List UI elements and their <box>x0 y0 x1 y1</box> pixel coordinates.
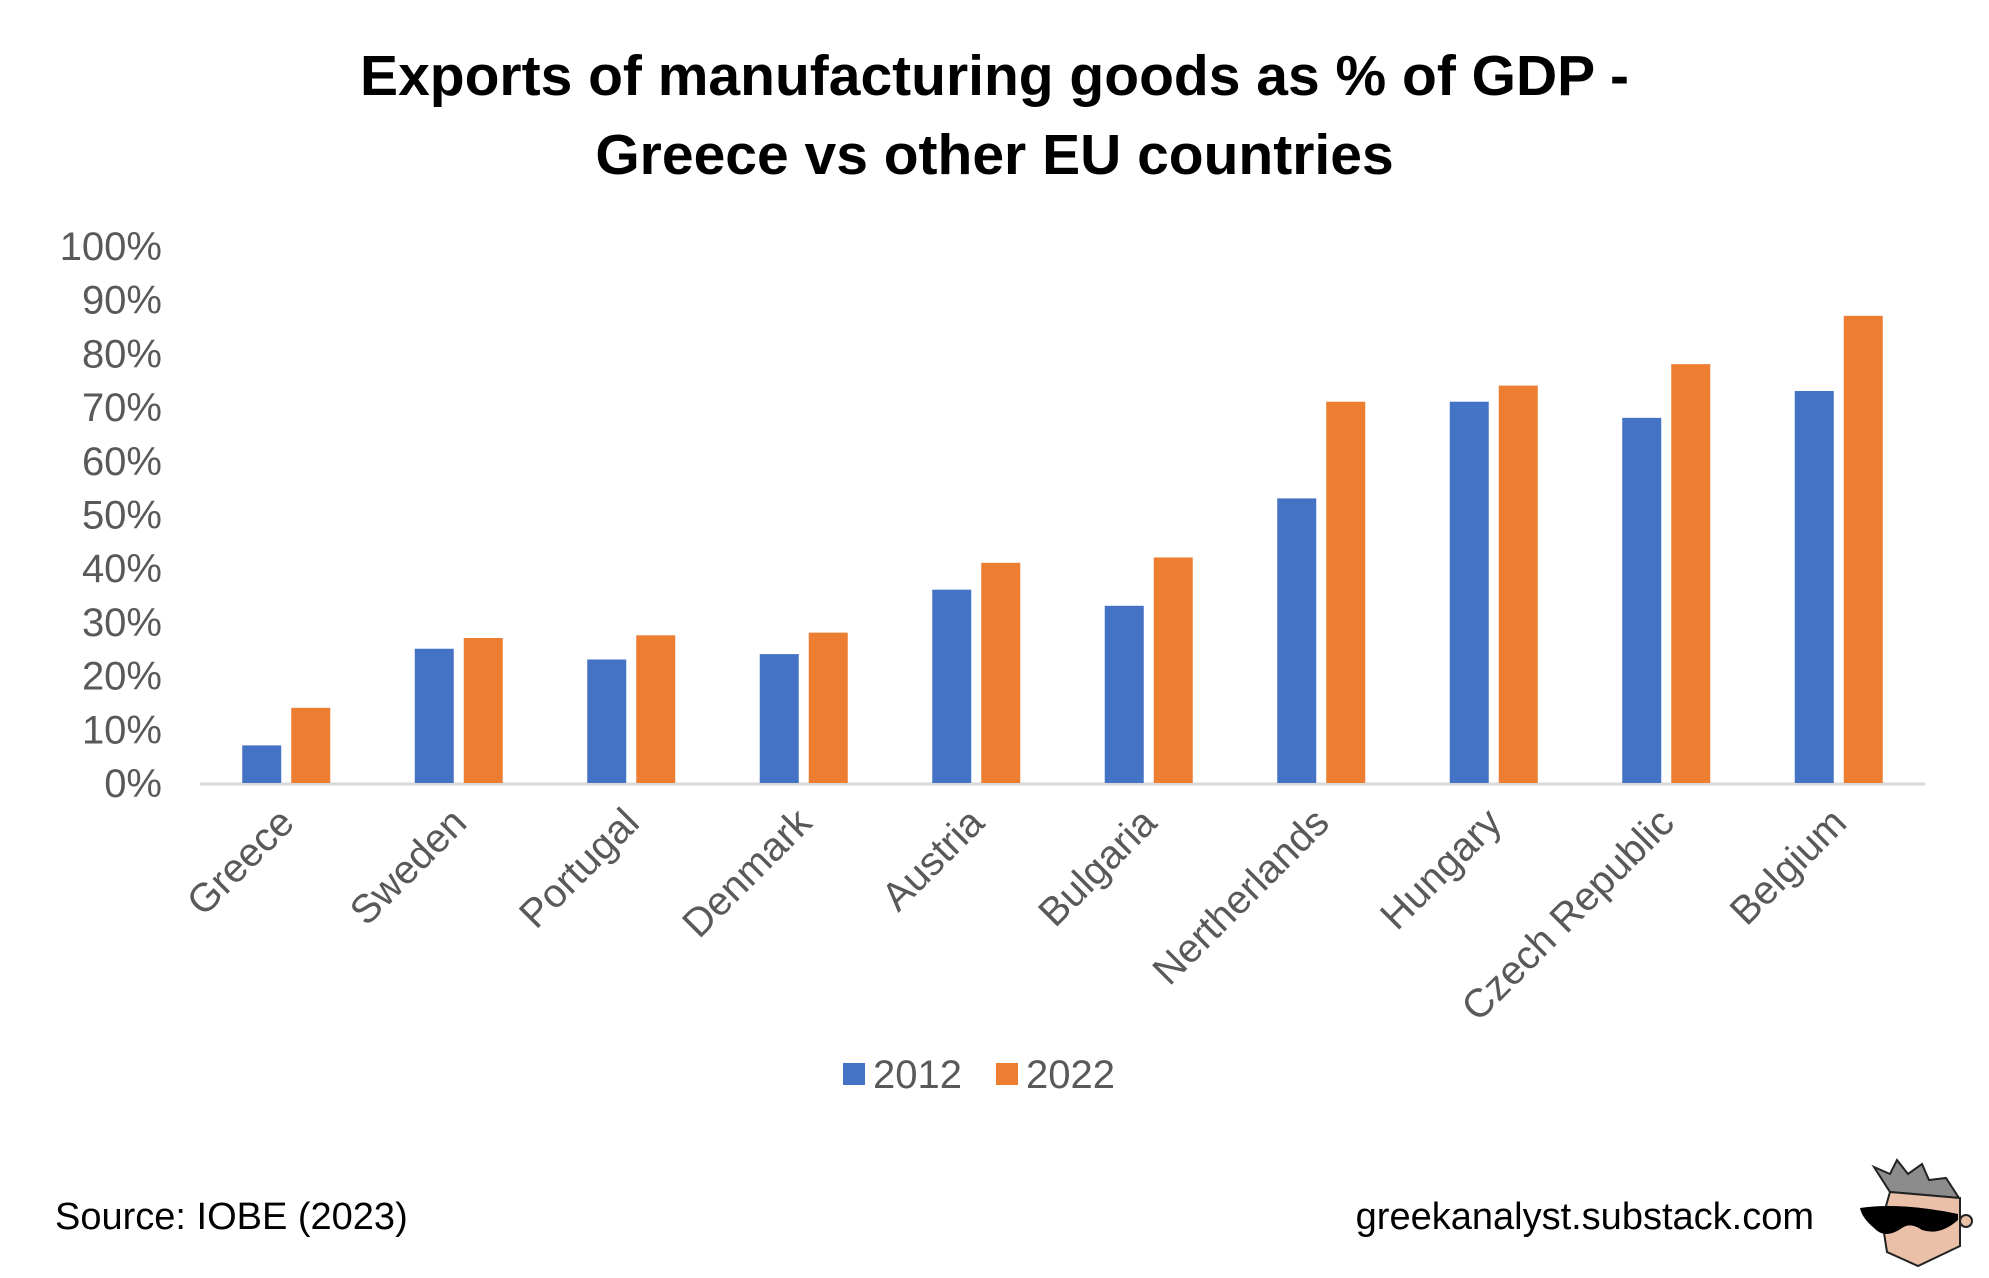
x-tick-label: Portugal <box>511 800 647 936</box>
bar-2012-hungary <box>1449 401 1489 783</box>
x-tick-label: Sweden <box>342 800 475 933</box>
bar-2012-denmark <box>759 654 799 783</box>
bar-2022-hungary <box>1498 385 1538 783</box>
y-tick-label: 20% <box>82 655 162 699</box>
y-tick-label: 50% <box>82 494 162 538</box>
bar-2012-portugal <box>587 659 627 783</box>
bar-2012-nertherlands <box>1277 498 1317 783</box>
bar-2022-sweden <box>463 638 503 783</box>
bar-2022-denmark <box>808 632 848 783</box>
x-tick-label: Nertherlands <box>1145 800 1338 993</box>
source-note: Source: IOBE (2023) <box>55 1196 408 1238</box>
legend-swatch-2022 <box>996 1063 1018 1085</box>
y-tick-label: 70% <box>82 386 162 430</box>
y-tick-label: 40% <box>82 547 162 591</box>
x-tick-label: Belgium <box>1722 800 1855 933</box>
bar-2012-czech-republic <box>1622 417 1662 783</box>
legend-label-2012: 2012 <box>873 1053 962 1097</box>
y-tick-label: 100% <box>60 225 162 269</box>
bar-2022-belgium <box>1843 315 1883 783</box>
chart-title-line-2: Greece vs other EU countries <box>595 123 1394 187</box>
bar-2012-belgium <box>1794 390 1834 783</box>
y-tick-label: 90% <box>82 279 162 323</box>
site-url: greekanalyst.substack.com <box>1355 1196 1814 1238</box>
bar-2022-czech-republic <box>1671 364 1711 783</box>
y-tick-label: 80% <box>82 332 162 376</box>
logo-icon <box>1860 1158 1973 1268</box>
bar-2012-austria <box>932 589 972 783</box>
chart-title-line-1: Exports of manufacturing goods as % of G… <box>360 44 1629 108</box>
bar-2022-nertherlands <box>1326 401 1366 783</box>
bar-2022-portugal <box>636 635 676 783</box>
bar-2022-bulgaria <box>1153 557 1193 783</box>
legend-swatch-2012 <box>843 1063 865 1085</box>
x-tick-label: Hungary <box>1372 800 1510 938</box>
y-tick-label: 60% <box>82 440 162 484</box>
y-tick-label: 30% <box>82 601 162 645</box>
bar-2012-greece <box>242 745 282 783</box>
legend-label-2022: 2022 <box>1026 1053 1115 1097</box>
bar-2022-austria <box>981 562 1021 783</box>
y-tick-label: 0% <box>104 762 162 806</box>
bar-2012-bulgaria <box>1104 605 1144 783</box>
bar-2012-sweden <box>414 648 454 783</box>
x-tick-label: Greece <box>179 800 303 924</box>
x-tick-label: Denmark <box>674 800 821 947</box>
x-tick-label: Austria <box>873 800 993 920</box>
bar-2022-greece <box>291 707 331 783</box>
y-tick-label: 10% <box>82 708 162 752</box>
x-tick-label: Bulgaria <box>1030 800 1165 935</box>
